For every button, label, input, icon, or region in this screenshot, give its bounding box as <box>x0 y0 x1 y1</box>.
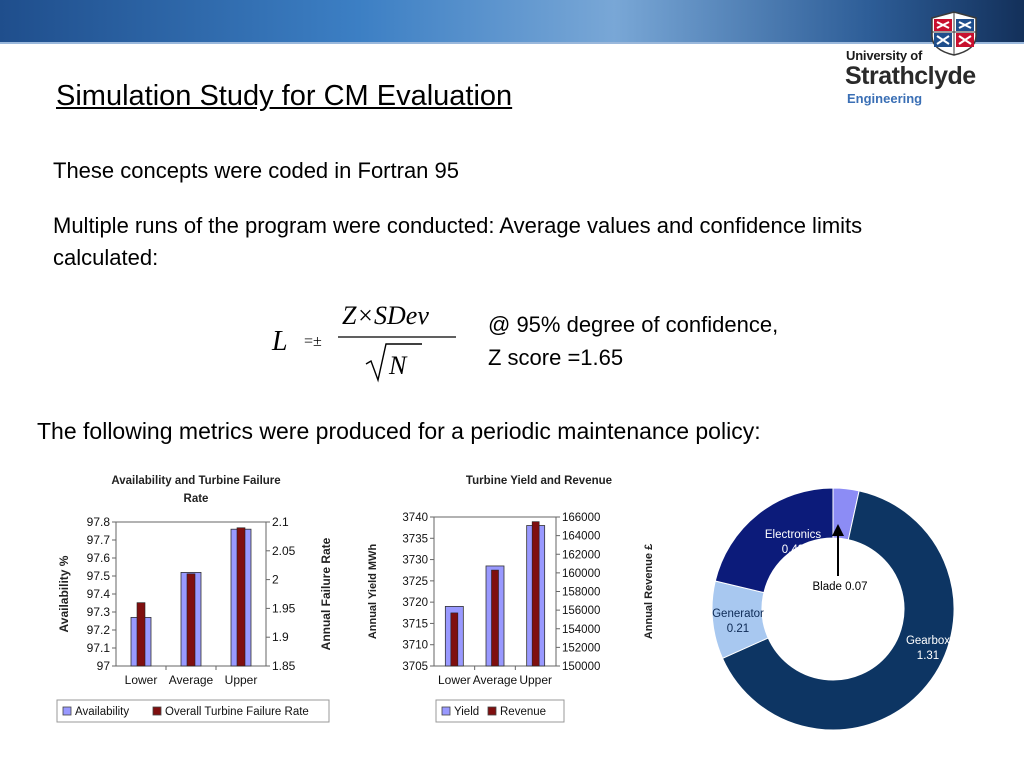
formula-operator: =± <box>304 333 322 350</box>
donut-label: 1.31 <box>917 650 939 662</box>
top-banner-line <box>0 42 1024 44</box>
failure-contribution-donut-chart: Gearbox 1.31 Generator 0.21 Electronics 0.43 B… <box>711 487 955 731</box>
y2-tick-label: 2 <box>272 573 279 587</box>
donut-label-blade: Blade 0.07 <box>813 581 868 593</box>
bar-revenue <box>531 521 540 667</box>
donut-slice-gearbox <box>721 490 955 731</box>
chart-title: Availability and Turbine Failure <box>111 475 280 487</box>
logo-line-university: University of <box>846 48 923 63</box>
formula-lhs: L <box>271 326 288 357</box>
y-tick-label: 3710 <box>402 640 428 652</box>
y2-tick-label: 160000 <box>562 568 600 580</box>
confidence-limit-formula: L =± Z×SDev N <box>271 301 456 383</box>
blade-callout-arrow <box>832 524 844 536</box>
runs-paragraph: Multiple runs of the program were conduc… <box>53 213 863 270</box>
top-banner <box>0 0 1024 42</box>
x-tick-label: Lower <box>438 673 471 687</box>
y-tick-label: 3720 <box>402 597 428 609</box>
confidence-line-2: Z score =1.65 <box>488 345 624 370</box>
y2-tick-label: 1.95 <box>272 601 296 615</box>
legend <box>56 699 330 723</box>
y2-tick-label: 1.9 <box>272 630 289 644</box>
y2-tick-label: 156000 <box>562 605 600 617</box>
university-logo: University of Strathclyde Engineering <box>836 10 1016 110</box>
y-tick-label: 3725 <box>402 576 428 588</box>
y2-tick-label: 2.1 <box>272 515 289 529</box>
donut-label: Gearbox <box>906 635 950 647</box>
logo-line-strathclyde: Strathclyde <box>845 62 976 90</box>
y-tick-label: 97 <box>97 659 111 673</box>
intro-paragraph: These concepts were coded in Fortran 95 <box>53 158 460 183</box>
logo-line-engineering: Engineering <box>847 91 923 106</box>
x-tick-label: Average <box>473 673 518 687</box>
chart-title: Turbine Yield and Revenue <box>466 475 612 487</box>
y2-tick-label: 152000 <box>562 642 600 654</box>
crest-icon <box>931 11 977 56</box>
y2-tick-label: 166000 <box>562 512 600 524</box>
y2-tick-label: 150000 <box>562 661 600 673</box>
y-tick-label: 97.7 <box>87 533 111 547</box>
y-tick-label: 97.2 <box>87 623 111 637</box>
y-tick-label: 3715 <box>402 618 428 630</box>
confidence-line-1: @ 95% degree of confidence, <box>488 312 779 337</box>
y-tick-label: 3730 <box>402 555 428 567</box>
x-tick-label: Upper <box>225 673 258 687</box>
donut-label: Electronics <box>765 529 821 541</box>
legend <box>435 699 565 723</box>
donut-label: Generator <box>712 608 764 620</box>
bar-overall-turbine-failure-rate <box>236 527 246 667</box>
legend-swatch <box>487 706 497 716</box>
y-tick-label: 97.5 <box>87 569 111 583</box>
y-axis-label: Annual Yield MWh <box>367 544 379 640</box>
x-tick-label: Upper <box>519 673 552 687</box>
availability-failure-rate-chart: Availability and Turbine Failure Rate 97.8… <box>56 475 333 723</box>
legend-swatch <box>441 706 451 716</box>
y-tick-label: 97.8 <box>87 515 111 529</box>
chart-title: Rate <box>184 493 209 505</box>
y2-tick-label: 1.85 <box>272 659 296 673</box>
bar-revenue <box>450 612 459 667</box>
x-tick-label: Lower <box>125 673 158 687</box>
y-tick-label: 97.3 <box>87 605 111 619</box>
legend-label: Availability <box>75 706 129 718</box>
y2-tick-label: 162000 <box>562 549 600 561</box>
donut-slice-electronics <box>714 487 834 594</box>
yield-revenue-chart: Turbine Yield and Revenue 3740 3735 3730 372… <box>367 475 655 723</box>
y-tick-label: 3705 <box>402 661 428 673</box>
y-tick-label: 97.6 <box>87 551 111 565</box>
y2-tick-label: 164000 <box>562 531 600 543</box>
legend-swatch <box>152 706 162 716</box>
y2-axis-label: Annual Failure Rate <box>319 537 333 650</box>
slide-title: Simulation Study for CM Evaluation <box>56 80 513 112</box>
formula-denominator: N <box>388 351 408 380</box>
formula-numerator: Z×SDev <box>342 301 429 330</box>
y2-tick-label: 154000 <box>562 624 600 636</box>
legend-label: Revenue <box>500 706 546 718</box>
legend-label: Yield <box>454 706 479 718</box>
metrics-paragraph: The following metrics were produced for … <box>37 418 761 444</box>
y-tick-label: 3740 <box>402 512 428 524</box>
donut-label: 0.43 <box>782 544 804 556</box>
confidence-text: @ 95% degree of confidence, Z score =1.6… <box>488 308 778 374</box>
y-tick-label: 3735 <box>402 533 428 545</box>
x-tick-label: Average <box>169 673 214 687</box>
y-axis-label: Availability % <box>57 555 71 632</box>
y-tick-label: 97.4 <box>87 587 111 601</box>
donut-label: 0.21 <box>727 623 749 635</box>
legend-label: Overall Turbine Failure Rate <box>165 706 309 718</box>
sqrt-sign <box>365 343 422 383</box>
y-tick-label: 97.1 <box>87 641 111 655</box>
legend-swatch <box>62 706 72 716</box>
y2-tick-label: 2.05 <box>272 544 296 558</box>
bar-overall-turbine-failure-rate <box>136 602 146 667</box>
y2-axis-label: Annual Revenue £ <box>643 544 655 639</box>
bar-overall-turbine-failure-rate <box>186 573 196 667</box>
bar-revenue <box>491 569 499 667</box>
y2-tick-label: 158000 <box>562 587 600 599</box>
